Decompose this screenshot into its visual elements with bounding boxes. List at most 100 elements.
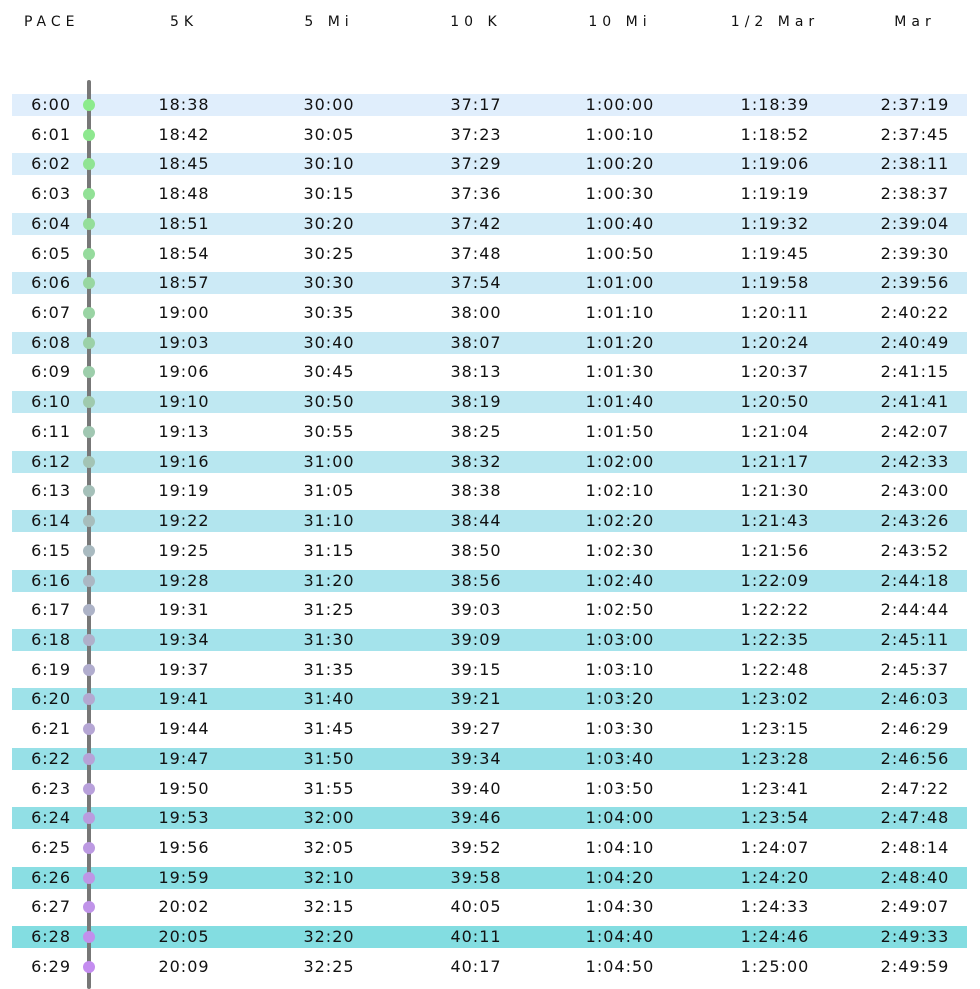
time-cell: 19:50 — [158, 778, 210, 798]
time-cell: 39:40 — [450, 778, 502, 798]
time-cell: 37:48 — [450, 243, 502, 263]
time-cell: 2:43:00 — [880, 481, 950, 501]
time-cell: 18:38 — [158, 95, 210, 114]
time-cell: 1:00:30 — [585, 184, 655, 204]
time-cell: 19:37 — [158, 659, 210, 679]
pace-cell: 6:04 — [31, 213, 71, 233]
pace-dot — [83, 842, 95, 854]
time-cell: 1:01:30 — [585, 362, 655, 382]
time-cell: 37:42 — [450, 213, 502, 233]
time-cell: 1:02:10 — [585, 481, 655, 501]
time-cell: 2:42:33 — [880, 451, 950, 471]
pace-dot — [83, 99, 95, 111]
column-header: 10 K — [450, 14, 502, 30]
time-cell: 1:04:50 — [585, 956, 655, 976]
time-cell: 1:03:30 — [585, 719, 655, 739]
time-cell: 2:45:37 — [880, 659, 950, 679]
pace-cell: 6:11 — [31, 421, 71, 441]
pace-dot — [83, 277, 95, 290]
pace-dot — [83, 604, 95, 617]
time-cell: 2:45:11 — [880, 629, 950, 649]
pace-dot — [83, 574, 95, 587]
time-cell: 2:38:37 — [880, 184, 950, 204]
pace-cell: 6:25 — [31, 838, 71, 857]
row-band — [12, 510, 967, 533]
time-cell: 39:03 — [450, 600, 502, 620]
time-cell: 1:23:41 — [740, 778, 810, 798]
pace-cell: 6:14 — [31, 511, 71, 531]
time-cell: 30:00 — [303, 95, 355, 114]
time-cell: 2:49:07 — [880, 897, 950, 917]
pace-cell: 6:19 — [31, 659, 71, 679]
time-cell: 1:04:40 — [585, 927, 655, 947]
time-cell: 31:55 — [303, 778, 355, 798]
time-cell: 20:02 — [158, 897, 210, 917]
row-band — [12, 569, 967, 592]
time-cell: 1:24:20 — [740, 867, 810, 887]
row-band — [12, 450, 967, 473]
time-cell: 37:36 — [450, 184, 502, 204]
pace-dot — [83, 336, 95, 349]
column-header: 5K — [169, 14, 199, 30]
time-cell: 1:22:48 — [740, 659, 810, 679]
time-cell: 38:13 — [450, 362, 502, 382]
column-header: 5 Mi — [304, 14, 354, 30]
time-cell: 31:20 — [303, 570, 355, 590]
time-cell: 1:03:00 — [585, 629, 655, 649]
time-cell: 19:25 — [158, 540, 210, 560]
row-band — [12, 628, 967, 651]
row-band — [12, 94, 967, 116]
pace-dot — [83, 515, 95, 528]
time-cell: 39:58 — [450, 867, 502, 887]
time-cell: 38:00 — [450, 303, 502, 323]
time-cell: 1:20:37 — [740, 362, 810, 382]
time-cell: 37:23 — [450, 124, 502, 144]
time-cell: 2:43:26 — [880, 511, 950, 531]
pace-cell: 6:17 — [31, 600, 71, 620]
time-cell: 1:21:17 — [740, 451, 810, 471]
time-cell: 30:45 — [303, 362, 355, 382]
time-cell: 19:41 — [158, 689, 210, 709]
time-cell: 19:13 — [158, 421, 210, 441]
pace-dot — [83, 960, 95, 973]
time-cell: 19:10 — [158, 392, 210, 412]
time-cell: 40:05 — [450, 897, 502, 917]
time-cell: 30:25 — [303, 243, 355, 263]
time-cell: 1:19:58 — [740, 273, 810, 293]
time-cell: 1:04:00 — [585, 808, 655, 828]
time-cell: 1:04:10 — [585, 838, 655, 857]
time-cell: 1:01:40 — [585, 392, 655, 412]
time-cell: 1:00:50 — [585, 243, 655, 263]
time-cell: 1:22:35 — [740, 629, 810, 649]
time-cell: 30:05 — [303, 124, 355, 144]
pace-dot — [83, 485, 95, 498]
time-cell: 20:09 — [158, 956, 210, 976]
time-cell: 1:04:30 — [585, 897, 655, 917]
time-cell: 38:32 — [450, 451, 502, 471]
time-cell: 1:20:24 — [740, 332, 810, 352]
pace-cell: 6:10 — [31, 392, 71, 412]
pace-cell: 6:08 — [31, 332, 71, 352]
time-cell: 39:15 — [450, 659, 502, 679]
pace-dot — [83, 158, 95, 171]
row-band — [12, 688, 967, 711]
pace-dot — [83, 544, 95, 557]
time-cell: 1:00:00 — [585, 95, 655, 114]
pace-dot — [83, 752, 95, 765]
time-cell: 1:19:45 — [740, 243, 810, 263]
row-band — [12, 926, 967, 949]
pace-cell: 6:21 — [31, 719, 71, 739]
time-cell: 2:46:03 — [880, 689, 950, 709]
time-cell: 19:06 — [158, 362, 210, 382]
pace-cell: 6:00 — [31, 95, 71, 114]
time-cell: 19:19 — [158, 481, 210, 501]
pace-dot — [83, 188, 95, 201]
pace-dot — [83, 396, 95, 409]
row-band — [12, 153, 967, 176]
time-cell: 1:20:50 — [740, 392, 810, 412]
time-cell: 1:19:19 — [740, 184, 810, 204]
time-cell: 2:44:44 — [880, 600, 950, 620]
time-cell: 1:03:50 — [585, 778, 655, 798]
time-cell: 31:05 — [303, 481, 355, 501]
pace-cell: 6:24 — [31, 808, 71, 828]
